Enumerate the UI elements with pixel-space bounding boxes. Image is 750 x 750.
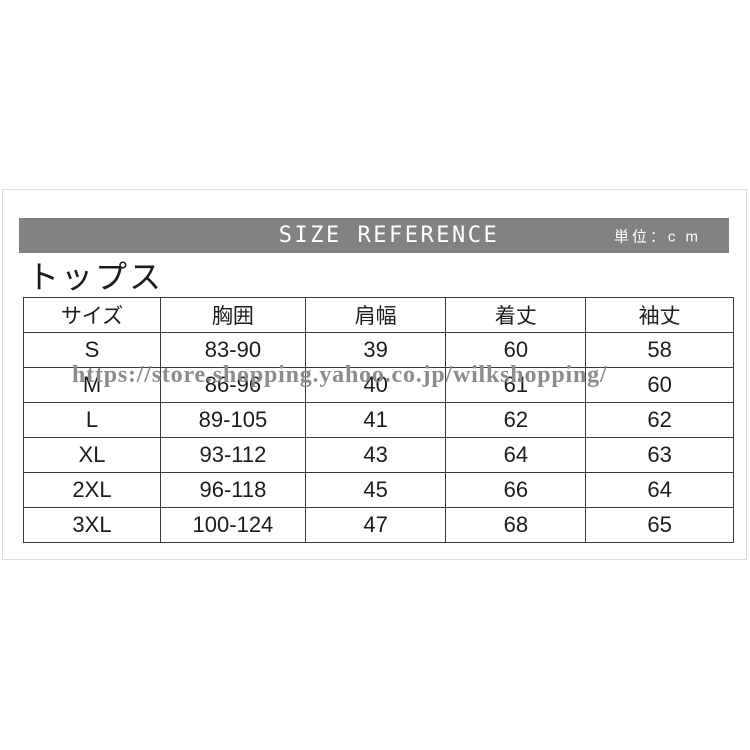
- cell-shoulder: 45: [304, 472, 447, 508]
- cell-sleeve: 60: [585, 367, 734, 403]
- cell-shoulder: 40: [304, 367, 447, 403]
- cell-shoulder: 47: [304, 507, 447, 543]
- cell-chest: 83-90: [160, 332, 306, 368]
- table-header-row: サイズ 胸囲 肩幅 着丈 袖丈: [22, 297, 734, 333]
- cell-sleeve: 63: [585, 437, 734, 473]
- column-header-size: サイズ: [22, 297, 162, 333]
- cell-sleeve: 65: [585, 507, 734, 543]
- unit-label: 単位：c m: [613, 228, 701, 245]
- cell-size: M: [22, 367, 162, 403]
- cell-size: S: [22, 332, 162, 368]
- header-title: SIZE REFERENCE: [278, 222, 500, 248]
- cell-size: XL: [22, 437, 162, 473]
- cell-shoulder: 43: [304, 437, 447, 473]
- cell-chest: 100-124: [160, 507, 306, 543]
- cell-length: 62: [445, 402, 587, 438]
- cell-chest: 93-112: [160, 437, 306, 473]
- cell-shoulder: 41: [304, 402, 447, 438]
- cell-sleeve: 62: [585, 402, 734, 438]
- column-header-shoulder: 肩幅: [304, 297, 447, 333]
- cell-length: 66: [445, 472, 587, 508]
- table-row: S 83-90 39 60 58: [22, 332, 734, 368]
- cell-size: 3XL: [22, 507, 162, 543]
- table-row: L 89-105 41 62 62: [22, 402, 734, 438]
- watermark-url: https://store.shopping.yahoo.co.jp/wilks…: [72, 362, 608, 388]
- cell-chest: 89-105: [160, 402, 306, 438]
- section-title-tops: トップス: [27, 259, 164, 295]
- column-header-length: 着丈: [445, 297, 587, 333]
- size-table: サイズ 胸囲 肩幅 着丈 袖丈 S 83-90 39 60 58 M 86-96…: [22, 297, 734, 543]
- size-reference-header-bar: SIZE REFERENCE 単位：c m: [19, 218, 729, 253]
- cell-sleeve: 64: [585, 472, 734, 508]
- column-header-chest: 胸囲: [160, 297, 306, 333]
- table-row: 3XL 100-124 47 68 65: [22, 507, 734, 543]
- cell-length: 64: [445, 437, 587, 473]
- table-row: M 86-96 40 61 60: [22, 367, 734, 403]
- cell-chest: 96-118: [160, 472, 306, 508]
- cell-size: L: [22, 402, 162, 438]
- table-row: 2XL 96-118 45 66 64: [22, 472, 734, 508]
- table-row: XL 93-112 43 64 63: [22, 437, 734, 473]
- cell-sleeve: 58: [585, 332, 734, 368]
- column-header-sleeve: 袖丈: [585, 297, 734, 333]
- cell-length: 68: [445, 507, 587, 543]
- cell-size: 2XL: [22, 472, 162, 508]
